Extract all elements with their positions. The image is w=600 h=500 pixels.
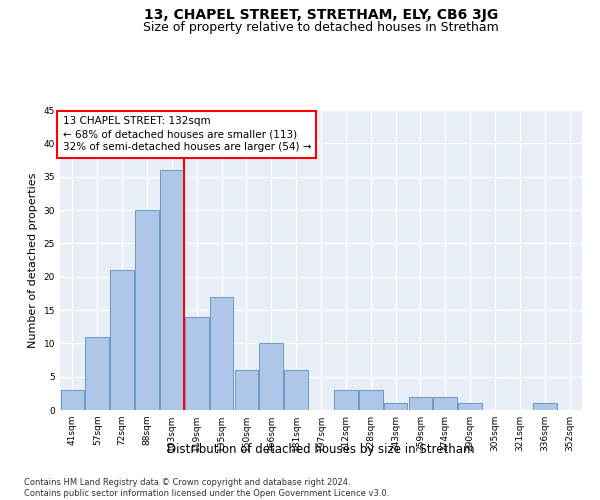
Bar xyxy=(259,344,283,410)
Text: Distribution of detached houses by size in Stretham: Distribution of detached houses by size … xyxy=(167,442,475,456)
Bar xyxy=(334,390,358,410)
Bar xyxy=(61,390,84,410)
Text: 13, CHAPEL STREET, STRETHAM, ELY, CB6 3JG: 13, CHAPEL STREET, STRETHAM, ELY, CB6 3J… xyxy=(144,8,498,22)
Bar xyxy=(110,270,134,410)
Bar xyxy=(235,370,258,410)
Text: Contains HM Land Registry data © Crown copyright and database right 2024.
Contai: Contains HM Land Registry data © Crown c… xyxy=(24,478,389,498)
Bar xyxy=(458,404,482,410)
Bar xyxy=(85,336,109,410)
Bar xyxy=(359,390,383,410)
Bar xyxy=(384,404,407,410)
Bar xyxy=(185,316,209,410)
Bar xyxy=(533,404,557,410)
Text: Size of property relative to detached houses in Stretham: Size of property relative to detached ho… xyxy=(143,21,499,34)
Text: 13 CHAPEL STREET: 132sqm
← 68% of detached houses are smaller (113)
32% of semi-: 13 CHAPEL STREET: 132sqm ← 68% of detach… xyxy=(62,116,311,152)
Y-axis label: Number of detached properties: Number of detached properties xyxy=(28,172,38,348)
Bar xyxy=(135,210,159,410)
Bar xyxy=(284,370,308,410)
Bar xyxy=(409,396,432,410)
Bar xyxy=(160,170,184,410)
Bar xyxy=(433,396,457,410)
Bar xyxy=(210,296,233,410)
